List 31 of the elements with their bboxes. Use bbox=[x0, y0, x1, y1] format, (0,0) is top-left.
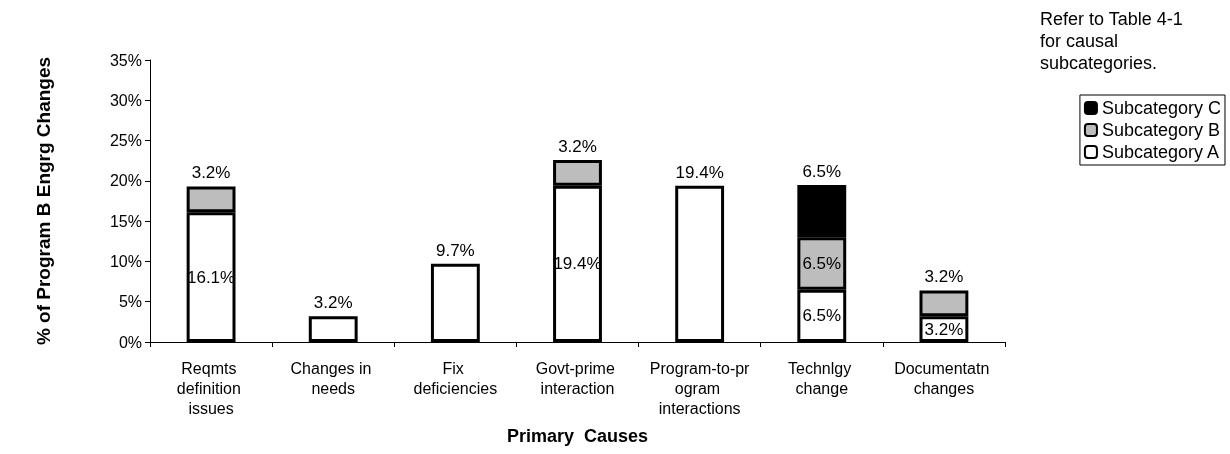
x-tick-label: Technlgy change bbox=[787, 359, 856, 397]
y-tick-label: 5% bbox=[118, 293, 142, 311]
legend-label: Subcategory C bbox=[1101, 98, 1222, 118]
y-tick-label: 30% bbox=[109, 91, 142, 109]
data-label: 9.7% bbox=[435, 240, 475, 260]
y-axis-title: % of Program B Engrg Changes bbox=[32, 56, 54, 346]
y-tick-label: 0% bbox=[118, 333, 142, 351]
data-label: 6.5% bbox=[802, 253, 842, 273]
data-label: 19.4% bbox=[675, 162, 724, 182]
x-tick-label: Fix deficiencies bbox=[413, 359, 498, 397]
data-label: 6.5% bbox=[802, 306, 842, 326]
x-tick-label: Changes in needs bbox=[290, 359, 376, 397]
x-tick-label: Reqmts definition issues bbox=[176, 359, 246, 417]
legend-label: Subcategory B bbox=[1101, 120, 1221, 140]
data-label: 3.2% bbox=[191, 163, 231, 183]
y-tick-label: 20% bbox=[109, 172, 142, 190]
data-label: 3.2% bbox=[313, 293, 353, 313]
x-tick-label: Program-to-program interactions bbox=[649, 359, 751, 417]
text: Refer to Table 4-1 for causal subcategories. bbox=[1040, 8, 1184, 74]
x-tick-label: Govt-prime interaction bbox=[535, 359, 620, 397]
data-label: 6.5% bbox=[802, 161, 842, 181]
data-label: 3.2% bbox=[558, 136, 597, 156]
data-label: 3.2% bbox=[924, 319, 964, 339]
y-tick-label: 25% bbox=[109, 132, 142, 150]
y-tick-label: 35% bbox=[109, 51, 142, 69]
y-tick-label: 15% bbox=[109, 212, 142, 230]
legend-label: Subcategory A bbox=[1101, 142, 1220, 162]
x-axis-title: Primary Causes bbox=[506, 426, 649, 446]
x-tick-label: Documentatn changes bbox=[894, 359, 994, 397]
data-label: 3.2% bbox=[924, 267, 964, 287]
y-tick-label: 10% bbox=[109, 252, 142, 270]
